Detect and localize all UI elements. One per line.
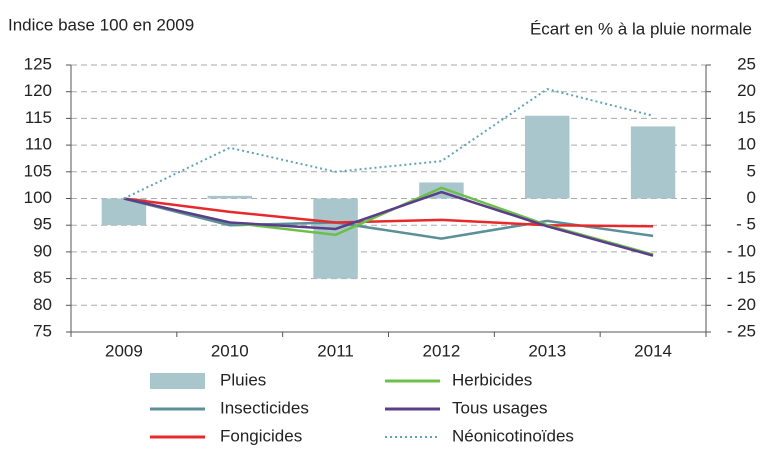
y2-tick-label: 20 xyxy=(737,81,756,100)
legend-label: Fongicides xyxy=(220,426,302,445)
x-tick-label: 2012 xyxy=(423,341,461,360)
bar xyxy=(313,198,358,279)
y-tick-label: 115 xyxy=(25,108,52,127)
legend-swatch xyxy=(150,373,205,389)
y-tick-label: 105 xyxy=(24,161,52,180)
bar xyxy=(525,115,570,199)
y2-tick-label: 15 xyxy=(737,108,756,127)
legend-label: Herbicides xyxy=(452,370,532,389)
line xyxy=(123,197,654,228)
y2-tick-label: - 5 xyxy=(736,215,756,234)
y2-tick-label: - 10 xyxy=(727,241,756,260)
line xyxy=(123,197,654,240)
legend-label: Pluies xyxy=(220,370,266,389)
bar xyxy=(630,126,676,199)
y2-tick-label: - 20 xyxy=(727,295,756,314)
y-tick-label: 100 xyxy=(24,188,52,207)
legend-label: Insecticides xyxy=(220,398,309,417)
y2-tick-label: 25 xyxy=(737,54,756,73)
x-tick-label: 2014 xyxy=(634,341,672,360)
y-tick-label: 85 xyxy=(33,268,52,287)
y2-tick-label: 0 xyxy=(747,188,756,207)
y-tick-label: 125 xyxy=(24,54,52,73)
y-tick-label: 80 xyxy=(33,295,52,314)
y2-tick-label: 10 xyxy=(737,135,756,154)
x-tick-label: 2009 xyxy=(105,341,143,360)
chart-title: Indice base 100 en 2009 xyxy=(8,15,194,34)
y2-axis-title: Écart en % à la pluie normale xyxy=(530,19,752,38)
y2-tick-label: - 15 xyxy=(727,268,756,287)
line xyxy=(123,87,654,200)
legend-label: Tous usages xyxy=(452,398,547,417)
line xyxy=(123,190,654,257)
x-tick-label: 2010 xyxy=(211,341,249,360)
legend-label: Néonicotinoïdes xyxy=(452,426,574,445)
y-tick-label: 90 xyxy=(33,241,52,260)
y-tick-label: 110 xyxy=(25,135,52,154)
x-tick-label: 2011 xyxy=(317,341,354,360)
y-tick-label: 75 xyxy=(33,321,52,340)
x-tick-label: 2013 xyxy=(528,341,566,360)
y2-tick-label: 5 xyxy=(747,161,756,180)
y2-tick-label: - 25 xyxy=(727,321,756,340)
bar xyxy=(207,195,252,199)
y-tick-label: 95 xyxy=(33,215,52,234)
y-tick-label: 120 xyxy=(24,81,52,100)
